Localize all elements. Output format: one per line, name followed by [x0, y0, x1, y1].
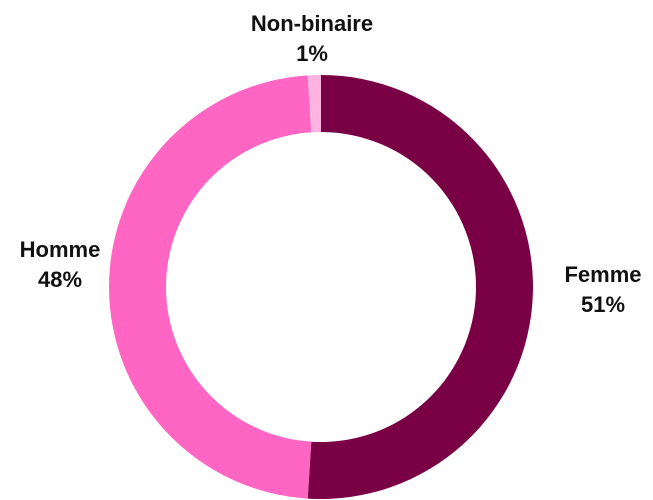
slice-value-label: 1% [296, 41, 328, 66]
slice-label: Femme [564, 262, 641, 287]
slice-label: Homme [20, 237, 101, 262]
slice-value-label: 48% [38, 267, 82, 292]
slice-label: Non-binaire [251, 11, 373, 36]
slice [108, 75, 312, 499]
slice [307, 75, 321, 133]
slice-value-label: 51% [581, 292, 625, 317]
slice [307, 75, 533, 499]
